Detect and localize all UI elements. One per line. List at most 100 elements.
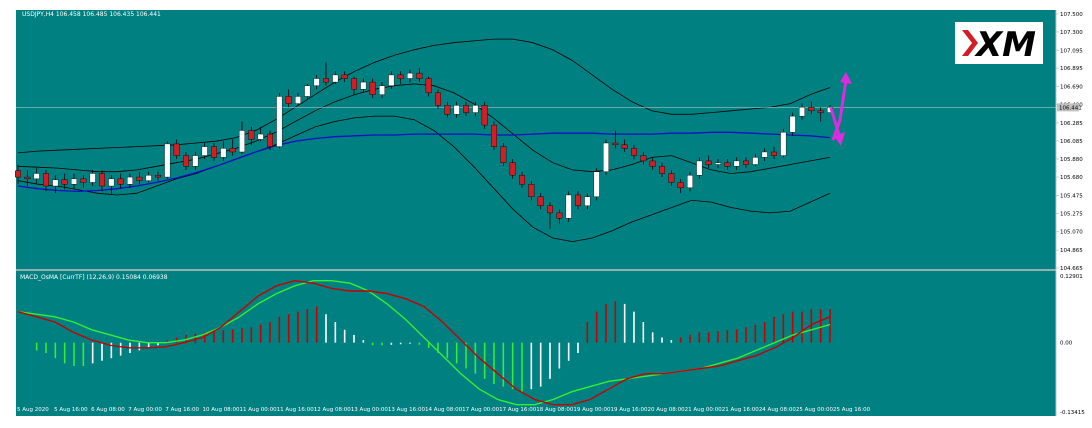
candle	[360, 78, 367, 93]
time-axis-label: 20 Aug 08:00	[648, 407, 686, 413]
price-axis-label: 107.500	[1060, 12, 1083, 18]
candle-body	[733, 160, 740, 167]
time-axis-label: 6 Aug 08:00	[91, 407, 125, 413]
candle	[435, 89, 442, 109]
candle-body	[313, 78, 320, 86]
candle	[780, 128, 787, 158]
down-arrow-head-icon	[834, 132, 845, 146]
candle-body	[210, 146, 217, 158]
candle	[771, 146, 778, 160]
time-axis-label: 19 Aug 16:00	[610, 407, 648, 413]
candle-body	[724, 162, 731, 167]
candle	[379, 82, 386, 99]
candle-body	[43, 173, 50, 187]
time-axis-label: 17 Aug 16:00	[499, 407, 537, 413]
candle-body	[481, 105, 488, 126]
candle	[817, 107, 824, 122]
time-axis-label: 5 Aug 16:00	[54, 407, 88, 413]
candle-body	[332, 74, 339, 83]
price-axis-label: 105.880	[1060, 157, 1083, 163]
candle-body	[257, 133, 264, 140]
direction-arrows	[829, 72, 852, 146]
candle	[481, 101, 488, 129]
candle-body	[677, 182, 684, 189]
candle-body	[33, 173, 40, 180]
candle-body	[817, 110, 824, 113]
candle	[565, 191, 572, 222]
time-axis-label: 13 Aug 16:00	[388, 407, 426, 413]
candle-body	[631, 148, 638, 156]
candle	[80, 175, 87, 188]
candle	[341, 71, 348, 83]
candle	[519, 171, 526, 188]
candle	[631, 144, 638, 160]
candle-body	[500, 146, 507, 163]
xm-logo-box	[955, 22, 1043, 64]
candle	[397, 71, 404, 84]
candle	[108, 175, 115, 195]
candle-body	[593, 171, 600, 197]
candle	[285, 89, 292, 108]
candle-body	[108, 178, 115, 187]
time-axis-label: 21 Aug 00:00	[685, 407, 723, 413]
candle	[789, 112, 796, 136]
candle	[621, 139, 628, 152]
candle-body	[229, 148, 236, 153]
candle	[584, 193, 591, 210]
candle	[696, 157, 703, 179]
candle	[659, 162, 666, 178]
candle-body	[416, 72, 423, 79]
candle-body	[547, 205, 554, 214]
bollinger-lower-line	[17, 115, 831, 243]
candle-body	[201, 146, 208, 156]
time-axis-label: 19 Aug 00:00	[573, 407, 611, 413]
macd-axis-label: 0.12901	[1060, 274, 1083, 280]
candle-body	[621, 144, 628, 149]
candle	[332, 71, 339, 84]
candle	[509, 159, 516, 179]
price-axis-label: 104.865	[1060, 248, 1083, 254]
candle-body	[472, 105, 479, 113]
candle-body	[612, 142, 619, 146]
candle-body	[649, 160, 656, 167]
candle	[257, 126, 264, 142]
candle	[229, 139, 236, 156]
candle	[89, 169, 96, 187]
time-axis-label: 18 Aug 08:00	[536, 407, 574, 413]
candle	[743, 157, 750, 169]
time-axis-label: 5 Aug 2020	[17, 407, 49, 413]
candle	[416, 67, 423, 83]
candle-body	[351, 78, 358, 90]
candle-body	[182, 155, 189, 167]
current-price-label: 106.441	[1059, 105, 1082, 111]
macd-axis-label: 0.00	[1060, 341, 1073, 347]
candle-body	[808, 106, 815, 111]
candle-body	[528, 184, 535, 197]
candle-body	[70, 178, 77, 185]
candle-body	[360, 81, 367, 90]
candle-body	[98, 173, 105, 187]
candle	[677, 178, 684, 194]
candle-body	[80, 178, 87, 183]
candle	[136, 171, 143, 185]
macd-title: MACD_OsMA [CurrTF] (12,26,9) 0.15084 0.0…	[20, 274, 168, 281]
candle-body	[491, 124, 498, 147]
candle-body	[799, 106, 806, 117]
candle	[154, 171, 161, 181]
price-axis-label: 105.275	[1060, 211, 1083, 217]
price-axis-label: 106.690	[1060, 85, 1083, 91]
price-axis-label: 104.665	[1060, 266, 1083, 272]
plot-background	[16, 10, 1056, 416]
candle	[715, 159, 722, 169]
candle-body	[220, 148, 227, 158]
candle	[752, 153, 759, 167]
candle-body	[192, 155, 199, 167]
candle	[182, 151, 189, 170]
candle-body	[463, 105, 470, 113]
candle-body	[285, 96, 292, 104]
candle-body	[687, 175, 694, 189]
candle-body	[164, 143, 171, 178]
candle	[537, 193, 544, 210]
candle-body	[276, 96, 283, 147]
